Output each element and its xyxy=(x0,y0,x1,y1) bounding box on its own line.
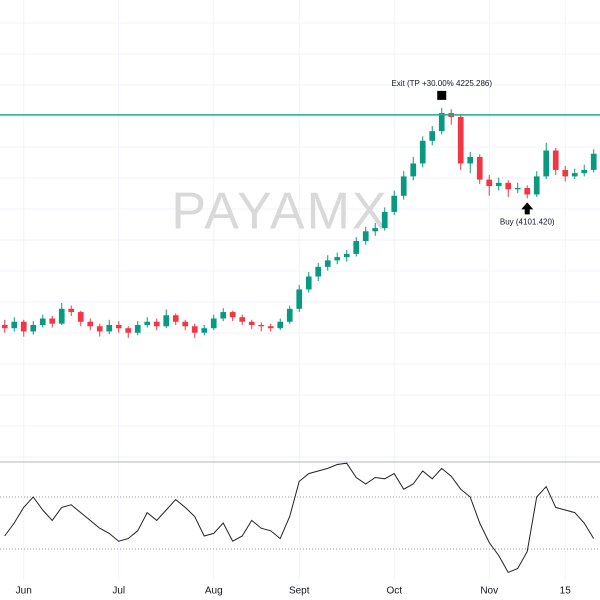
candle-body xyxy=(58,308,65,324)
candle-body xyxy=(20,321,27,332)
x-tick-label: Oct xyxy=(386,586,402,597)
candle-body xyxy=(533,176,540,195)
x-tick-label: 15 xyxy=(560,586,572,597)
candle-body xyxy=(30,324,37,332)
watermark: PAYAMX xyxy=(171,183,388,241)
candle-body xyxy=(343,253,350,258)
candle-body xyxy=(467,156,474,164)
candle-body xyxy=(77,312,84,322)
candle-body xyxy=(543,150,550,177)
candle-body xyxy=(524,188,531,195)
candle-body xyxy=(476,156,483,180)
candle-body xyxy=(391,195,398,212)
candle-body xyxy=(315,266,322,277)
candle-body xyxy=(182,321,189,327)
candle-body xyxy=(552,150,559,170)
candle-body xyxy=(324,260,331,267)
candle-body xyxy=(305,276,312,290)
candle-body xyxy=(210,318,217,329)
candle-body xyxy=(1,324,8,329)
x-tick-label: Sept xyxy=(289,586,310,597)
candle-body xyxy=(163,315,170,327)
candle-body xyxy=(11,321,18,329)
candle-body xyxy=(239,317,246,322)
candle-body xyxy=(49,318,56,324)
candle-body xyxy=(486,179,493,187)
candle-body xyxy=(258,324,265,327)
candle-body xyxy=(39,318,46,325)
buy-label: Buy (4101.420) xyxy=(500,217,555,226)
candle-body xyxy=(372,228,379,232)
candle-body xyxy=(248,321,255,325)
candle-body xyxy=(429,131,436,141)
candle-body xyxy=(400,176,407,196)
candle-body xyxy=(410,163,417,177)
candle-body xyxy=(68,308,75,313)
x-tick-label: Aug xyxy=(205,586,223,597)
candle-body xyxy=(381,211,388,229)
candle-body xyxy=(106,324,113,332)
candle-body xyxy=(96,326,103,332)
candle-body xyxy=(514,188,521,190)
plot: Exit (TP +30.00% 4225.286) Buy (4101.420) xyxy=(0,79,600,338)
buy-marker xyxy=(521,202,534,215)
candle-body xyxy=(296,289,303,309)
candle-body xyxy=(562,169,569,177)
candle-body xyxy=(172,315,179,322)
candle-body xyxy=(87,321,94,327)
candle-body xyxy=(277,321,284,329)
candle-body xyxy=(134,324,141,333)
candle-body xyxy=(457,116,464,164)
candle-body xyxy=(438,113,445,132)
candle-body xyxy=(191,326,198,333)
candle-body xyxy=(153,321,160,327)
candle-body xyxy=(362,231,369,241)
candle-body xyxy=(115,324,122,329)
candle-body xyxy=(220,312,227,319)
candle-body xyxy=(286,308,293,322)
x-tick-label: Nov xyxy=(480,586,498,597)
candle-body xyxy=(495,182,502,187)
candle-body xyxy=(571,173,578,177)
exit-marker xyxy=(437,90,447,100)
candle-body xyxy=(229,312,236,318)
x-tick-label: Jul xyxy=(112,586,125,597)
oscillator-line xyxy=(4,462,595,574)
candle-body xyxy=(590,153,597,170)
candle-body xyxy=(144,321,151,325)
candle-body xyxy=(581,169,588,174)
candle-body xyxy=(125,328,132,333)
oscillator-pane xyxy=(0,462,600,574)
x-tick-label: Jun xyxy=(16,586,32,597)
x-axis: Jun Jul Aug Sept Oct Nov 15 xyxy=(16,586,572,597)
exit-label: Exit (TP +30.00% 4225.286) xyxy=(391,79,492,88)
candle-body xyxy=(353,240,360,254)
candle-body xyxy=(419,140,426,164)
candle-body xyxy=(334,257,341,261)
candle-body xyxy=(201,328,208,333)
candle-body xyxy=(505,182,512,190)
candle-body xyxy=(267,326,274,329)
